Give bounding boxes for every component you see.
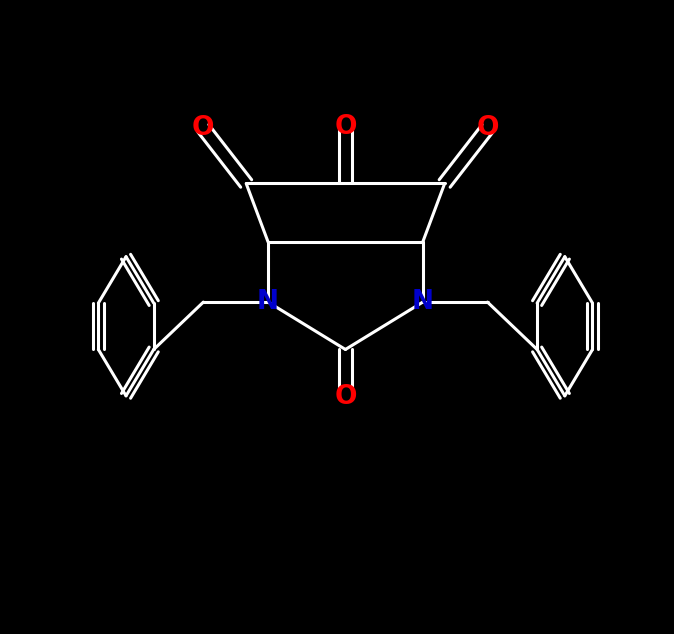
- Text: O: O: [334, 384, 357, 410]
- Text: N: N: [257, 289, 279, 315]
- Text: N: N: [412, 289, 434, 315]
- Text: O: O: [192, 115, 214, 141]
- Text: O: O: [334, 114, 357, 140]
- Text: O: O: [477, 115, 499, 141]
